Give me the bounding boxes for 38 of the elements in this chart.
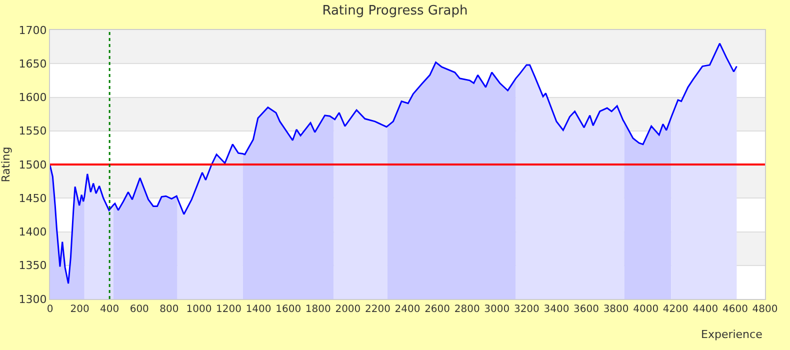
x-tick-label: 2000 bbox=[335, 304, 361, 315]
y-tick-label: 1550 bbox=[18, 124, 47, 138]
y-tick-label: 1650 bbox=[18, 57, 47, 70]
x-tick-label: 800 bbox=[160, 304, 179, 315]
x-tick-label: 200 bbox=[70, 304, 90, 315]
x-tick-label: 1800 bbox=[305, 304, 331, 315]
x-axis-title: Experience bbox=[701, 328, 763, 341]
x-tick-label: 3200 bbox=[514, 304, 540, 315]
x-tick-label: 3000 bbox=[484, 304, 510, 315]
y-tick-label: 1400 bbox=[18, 226, 47, 239]
y-tick-label: 1300 bbox=[18, 292, 47, 306]
x-tick-label: 4800 bbox=[752, 304, 778, 315]
x-tick-label: 3400 bbox=[544, 304, 570, 315]
x-tick-label: 1200 bbox=[216, 304, 242, 315]
x-tick-label: 2400 bbox=[394, 304, 420, 315]
y-tick-label: 1600 bbox=[18, 91, 47, 104]
chart-title: Rating Progress Graph bbox=[322, 3, 468, 18]
x-tick-label: 0 bbox=[46, 304, 54, 315]
x-tick-label: 2200 bbox=[364, 304, 390, 315]
y-tick-label: 1700 bbox=[18, 24, 47, 37]
x-tick-label: 4400 bbox=[692, 304, 718, 315]
x-tick-label: 1400 bbox=[246, 304, 272, 315]
x-tick-label: 400 bbox=[100, 304, 120, 315]
y-axis-title: Rating bbox=[0, 146, 12, 182]
x-tick-label: 4600 bbox=[722, 304, 748, 315]
x-tick-label: 600 bbox=[130, 304, 149, 315]
x-tick-label: 1600 bbox=[276, 304, 302, 315]
y-tick-label: 1500 bbox=[18, 158, 47, 172]
x-tick-label: 1000 bbox=[186, 304, 212, 315]
x-tick-label: 3800 bbox=[603, 304, 629, 315]
x-tick-label: 4000 bbox=[633, 304, 659, 315]
x-tick-label: 2800 bbox=[454, 304, 480, 315]
x-tick-label: 4200 bbox=[662, 304, 688, 315]
y-tick-label: 1350 bbox=[18, 259, 47, 272]
y-tick-label: 1450 bbox=[18, 192, 47, 205]
x-tick-label: 2600 bbox=[424, 304, 450, 315]
line-series bbox=[50, 42, 738, 284]
x-tick-label: 3600 bbox=[574, 304, 599, 315]
